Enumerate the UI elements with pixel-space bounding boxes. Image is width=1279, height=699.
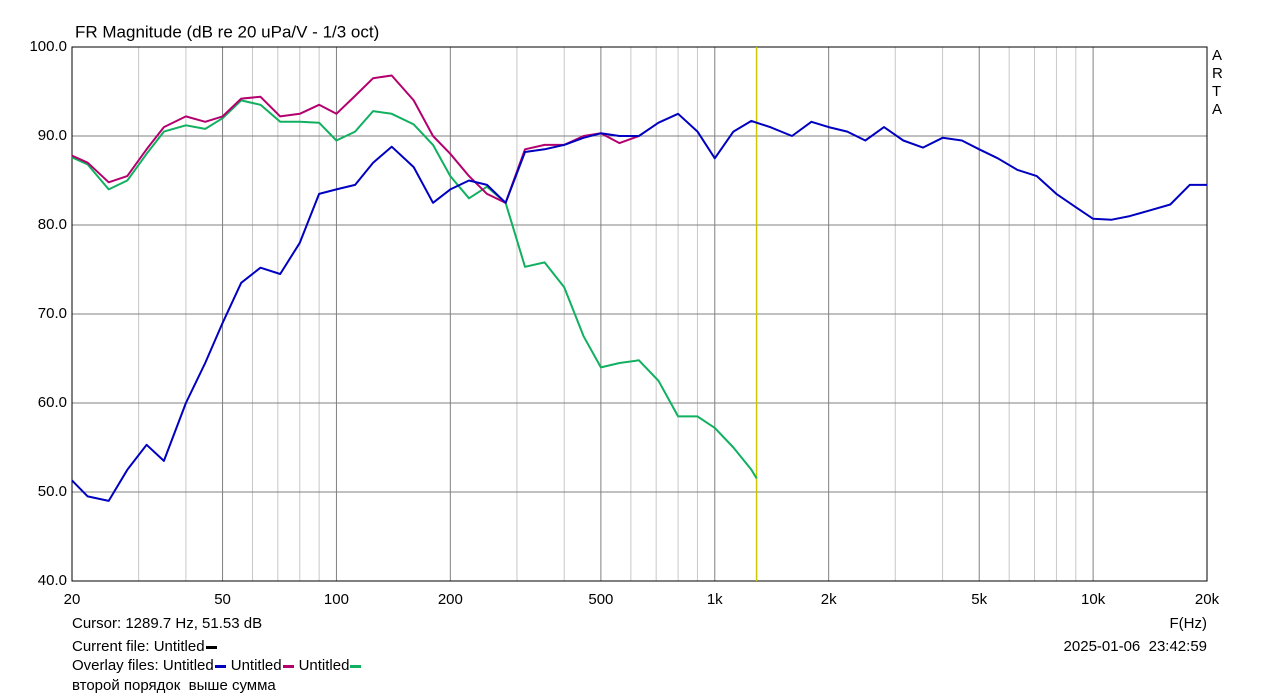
- y-tick-label: 40.0: [38, 572, 67, 589]
- series-line: [71, 99, 758, 479]
- x-tick-label: 100: [324, 591, 349, 608]
- legend-label: Untitled: [162, 657, 214, 674]
- series-line: [71, 112, 1207, 502]
- current-file: Current file: Untitled: [72, 638, 222, 656]
- x-tick-label: 2k: [821, 591, 837, 608]
- current-file-text: Current file: Untitled: [72, 638, 205, 655]
- note: второй порядок выше сумма: [72, 677, 276, 694]
- chart-title: FR Magnitude (dB re 20 uPa/V - 1/3 oct): [75, 22, 379, 41]
- y-tick-label: 90.0: [38, 127, 67, 144]
- legend-swatch: [282, 664, 294, 668]
- legend-label: Untitled: [298, 657, 350, 674]
- x-tick-label: 20: [64, 591, 81, 608]
- legend-label: Untitled: [230, 657, 282, 674]
- cursor-readout: Cursor: 1289.7 Hz, 51.53 dB: [72, 615, 263, 632]
- legend-swatch: [214, 664, 226, 668]
- x-tick-label: 10k: [1081, 591, 1106, 608]
- x-tick-label: 20k: [1195, 591, 1220, 608]
- overlay-label: Overlay files:: [72, 657, 159, 674]
- legend-swatch: [350, 664, 362, 668]
- y-tick-label: 100.0: [29, 38, 67, 55]
- y-tick-label: 80.0: [38, 216, 67, 233]
- side-label: ARTA: [1212, 47, 1223, 118]
- y-tick-label: 50.0: [38, 483, 67, 500]
- chart: FR Magnitude (dB re 20 uPa/V - 1/3 oct) …: [29, 22, 1220, 608]
- series-line: [71, 74, 640, 204]
- y-tick-label: 70.0: [38, 305, 67, 322]
- current-file-swatch: [205, 645, 217, 649]
- overlay-files: Overlay files: Untitled Untitled Untitled: [72, 657, 366, 675]
- x-tick-label: 500: [588, 591, 613, 608]
- x-tick-label: 200: [438, 591, 463, 608]
- plot-frame: [71, 46, 1208, 582]
- x-tick-label: 50: [214, 591, 231, 608]
- date: 2025-01-06 23:42:59: [1063, 638, 1207, 655]
- x-axis-label: F(Hz): [1169, 615, 1208, 632]
- x-tick-label: 5k: [971, 591, 987, 608]
- y-tick-label: 60.0: [38, 394, 67, 411]
- x-tick-label: 1k: [707, 591, 723, 608]
